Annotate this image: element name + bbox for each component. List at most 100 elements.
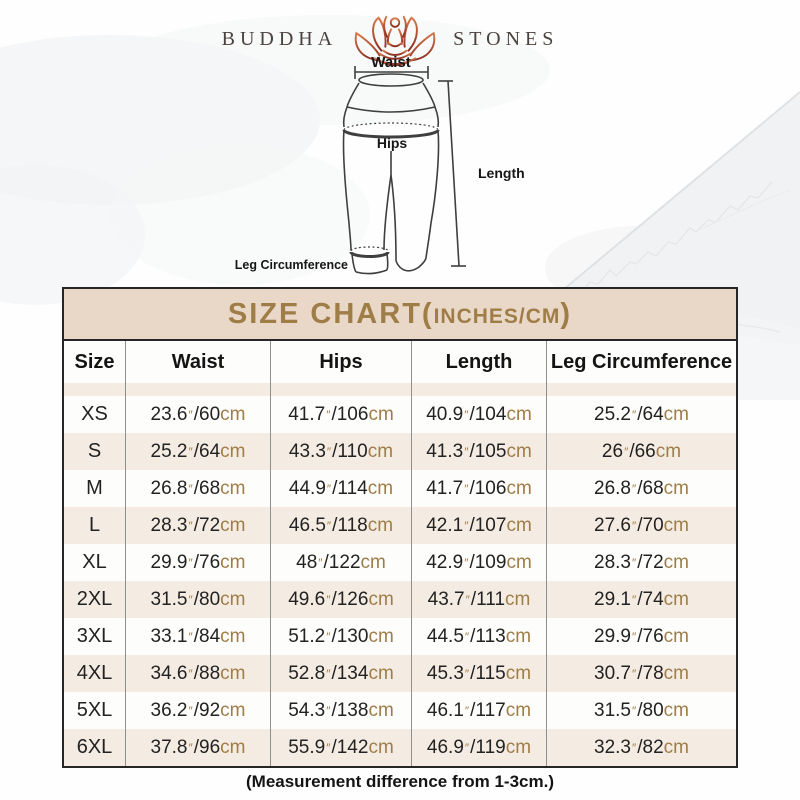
length-measurement-cell: 42.1 ″/107 cm	[411, 507, 546, 544]
inch-symbol: ″	[631, 481, 637, 496]
cm-unit-label: cm	[368, 699, 394, 721]
inches-value: 40.9	[426, 403, 464, 425]
table-row-3xl: 3XL 33.1 ″/84 cm 51.2 ″/130 cm 44.5 ″/113 cm 29.9 ″…	[64, 618, 736, 655]
inch-symbol: ″	[326, 518, 332, 533]
cm-unit-label: cm	[505, 625, 532, 647]
cm-value: /70	[637, 514, 664, 536]
leg-measurement-cell: 29.9 ″/76 cm	[546, 618, 736, 655]
inch-symbol: ″	[464, 629, 470, 644]
size-label: 6XL	[76, 736, 113, 758]
table-row-l: L 28.3 ″/72 cm 46.5 ″/118 cm 42.1 ″/107 cm 27.6 ″ /7…	[64, 507, 736, 544]
waist-measurement-cell: 28.3 ″/72 cm	[125, 507, 270, 544]
hips-measurement-cell: 49.6 ″/126 cm	[270, 581, 411, 618]
cm-unit-label: cm	[220, 551, 246, 573]
inch-symbol: ″	[188, 592, 193, 607]
length-measurement-cell: 41.3 ″/105 cm	[411, 433, 546, 470]
cm-value: /74	[637, 588, 664, 610]
table-row-xs: XS 23.6 ″/60 cm 41.7 ″/106 cm 40.9 ″/104 cm 25.2 ″ /…	[64, 396, 736, 433]
table-row-6xl: 6XL 37.8 ″/96 cm 55.9 ″/142 cm 46.9 ″/119 cm 32.3 ″…	[64, 729, 736, 766]
diagram-label-waist: Waist	[371, 54, 410, 71]
inches-value: 31.5	[150, 588, 188, 610]
cm-unit-label: cm	[220, 699, 246, 721]
leg-measurement-cell: 26 ″/66 cm	[546, 433, 736, 470]
cm-unit-label: cm	[505, 736, 532, 758]
size-chart-title-prefix: SIZE CHART(	[227, 297, 434, 330]
size-cell: S	[64, 433, 125, 470]
inches-value: 41.7	[288, 403, 326, 425]
waist-measurement-cell: 23.6 ″/60 cm	[125, 396, 270, 433]
inches-value: 42.9	[426, 551, 464, 573]
inches-value: 36.2	[150, 699, 188, 721]
inch-symbol: ″	[188, 555, 193, 570]
inches-value: 26.8	[150, 477, 188, 499]
inch-symbol: ″	[464, 481, 469, 496]
inch-symbol: ″	[326, 407, 331, 422]
size-cell: M	[64, 470, 125, 507]
length-measurement-cell: 46.9 ″/119 cm	[411, 729, 546, 766]
brand-name-right: STONES	[453, 27, 559, 50]
inch-symbol: ″	[326, 444, 332, 459]
table-row-m: M 26.8 ″/68 cm 44.9 ″/114 cm 41.7 ″/106 cm 26.8 ″/6…	[64, 470, 736, 507]
cm-unit-label: cm	[505, 699, 532, 721]
inches-value: 43.3	[288, 440, 326, 462]
inch-symbol: ″	[464, 703, 470, 718]
size-label: 4XL	[76, 662, 113, 684]
cm-unit-label: cm	[367, 440, 394, 462]
inch-symbol: ″	[188, 444, 193, 459]
pants-measurement-diagram: Waist Hips Length Leg Circumference	[235, 54, 525, 275]
waist-measurement-cell: 33.1 ″/84 cm	[125, 618, 270, 655]
table-row-2xl: 2XL 31.5 ″/80 cm 49.6 ″/126 cm 43.7 ″/111 cm 29.1 ″…	[64, 581, 736, 618]
cm-unit-label: cm	[220, 403, 246, 425]
cm-value: /84	[193, 625, 221, 647]
size-cell: XL	[64, 544, 125, 581]
size-cell: L	[64, 507, 125, 544]
inch-symbol: ″	[188, 518, 193, 533]
cm-value: /88	[193, 662, 221, 684]
inches-value: 41.3	[426, 440, 464, 462]
inch-symbol: ″	[326, 666, 331, 681]
cm-unit-label: cm	[655, 440, 682, 462]
inches-value: 29.9	[594, 625, 631, 647]
cm-value: /126	[331, 588, 369, 610]
inches-value: 49.6	[288, 588, 326, 610]
cm-value: /118	[332, 514, 368, 536]
cm-unit-label: cm	[367, 514, 394, 536]
cm-unit-label: cm	[220, 662, 246, 684]
inch-symbol: ″	[631, 592, 637, 607]
inch-symbol: ″	[631, 703, 637, 718]
leg-measurement-cell: 31.5 ″/80 cm	[546, 692, 736, 729]
hips-measurement-cell: 44.9 ″/114 cm	[270, 470, 411, 507]
inch-symbol: ″	[188, 703, 193, 718]
column-header-row: Size Waist Hips Length Leg Circumference	[64, 341, 736, 383]
inches-value: 34.6	[150, 662, 188, 684]
inch-symbol: ″	[188, 666, 193, 681]
lotus-meditation-icon	[354, 15, 436, 67]
inches-value: 26	[601, 440, 624, 462]
size-chart-title: SIZE CHART(INCHES/CM)	[228, 298, 572, 331]
hips-measurement-cell: 46.5 ″/118 cm	[270, 507, 411, 544]
inches-value: 44.9	[288, 477, 326, 499]
inches-value: 28.3	[594, 551, 631, 573]
size-label: 3XL	[76, 625, 113, 647]
inches-value: 29.1	[594, 588, 631, 610]
spacer-cell	[125, 383, 270, 396]
hips-measurement-cell: 52.8 ″/134 cm	[270, 655, 411, 692]
size-label: XS	[81, 403, 108, 425]
hips-measurement-cell: 51.2 ″/130 cm	[270, 618, 411, 655]
cm-unit-label: cm	[506, 403, 532, 425]
cm-unit-label: cm	[663, 403, 689, 425]
inches-value: 27.6	[594, 514, 631, 536]
cm-unit-label: cm	[368, 736, 394, 758]
inch-symbol: ″	[631, 629, 637, 644]
cm-unit-label: cm	[506, 551, 532, 573]
size-cell: 5XL	[64, 692, 125, 729]
cm-value: /142	[331, 736, 369, 758]
size-chart-table: SIZE CHART(INCHES/CM) Size Waist Hips Lengt…	[62, 287, 738, 768]
cm-unit-label: cm	[368, 588, 394, 610]
inches-value: 44.5	[426, 625, 464, 647]
size-label: XL	[82, 551, 107, 573]
inch-symbol: ″	[188, 407, 193, 422]
inch-symbol: ″	[188, 481, 193, 496]
cm-value: /96	[193, 736, 221, 758]
spacer-cell	[64, 383, 125, 396]
